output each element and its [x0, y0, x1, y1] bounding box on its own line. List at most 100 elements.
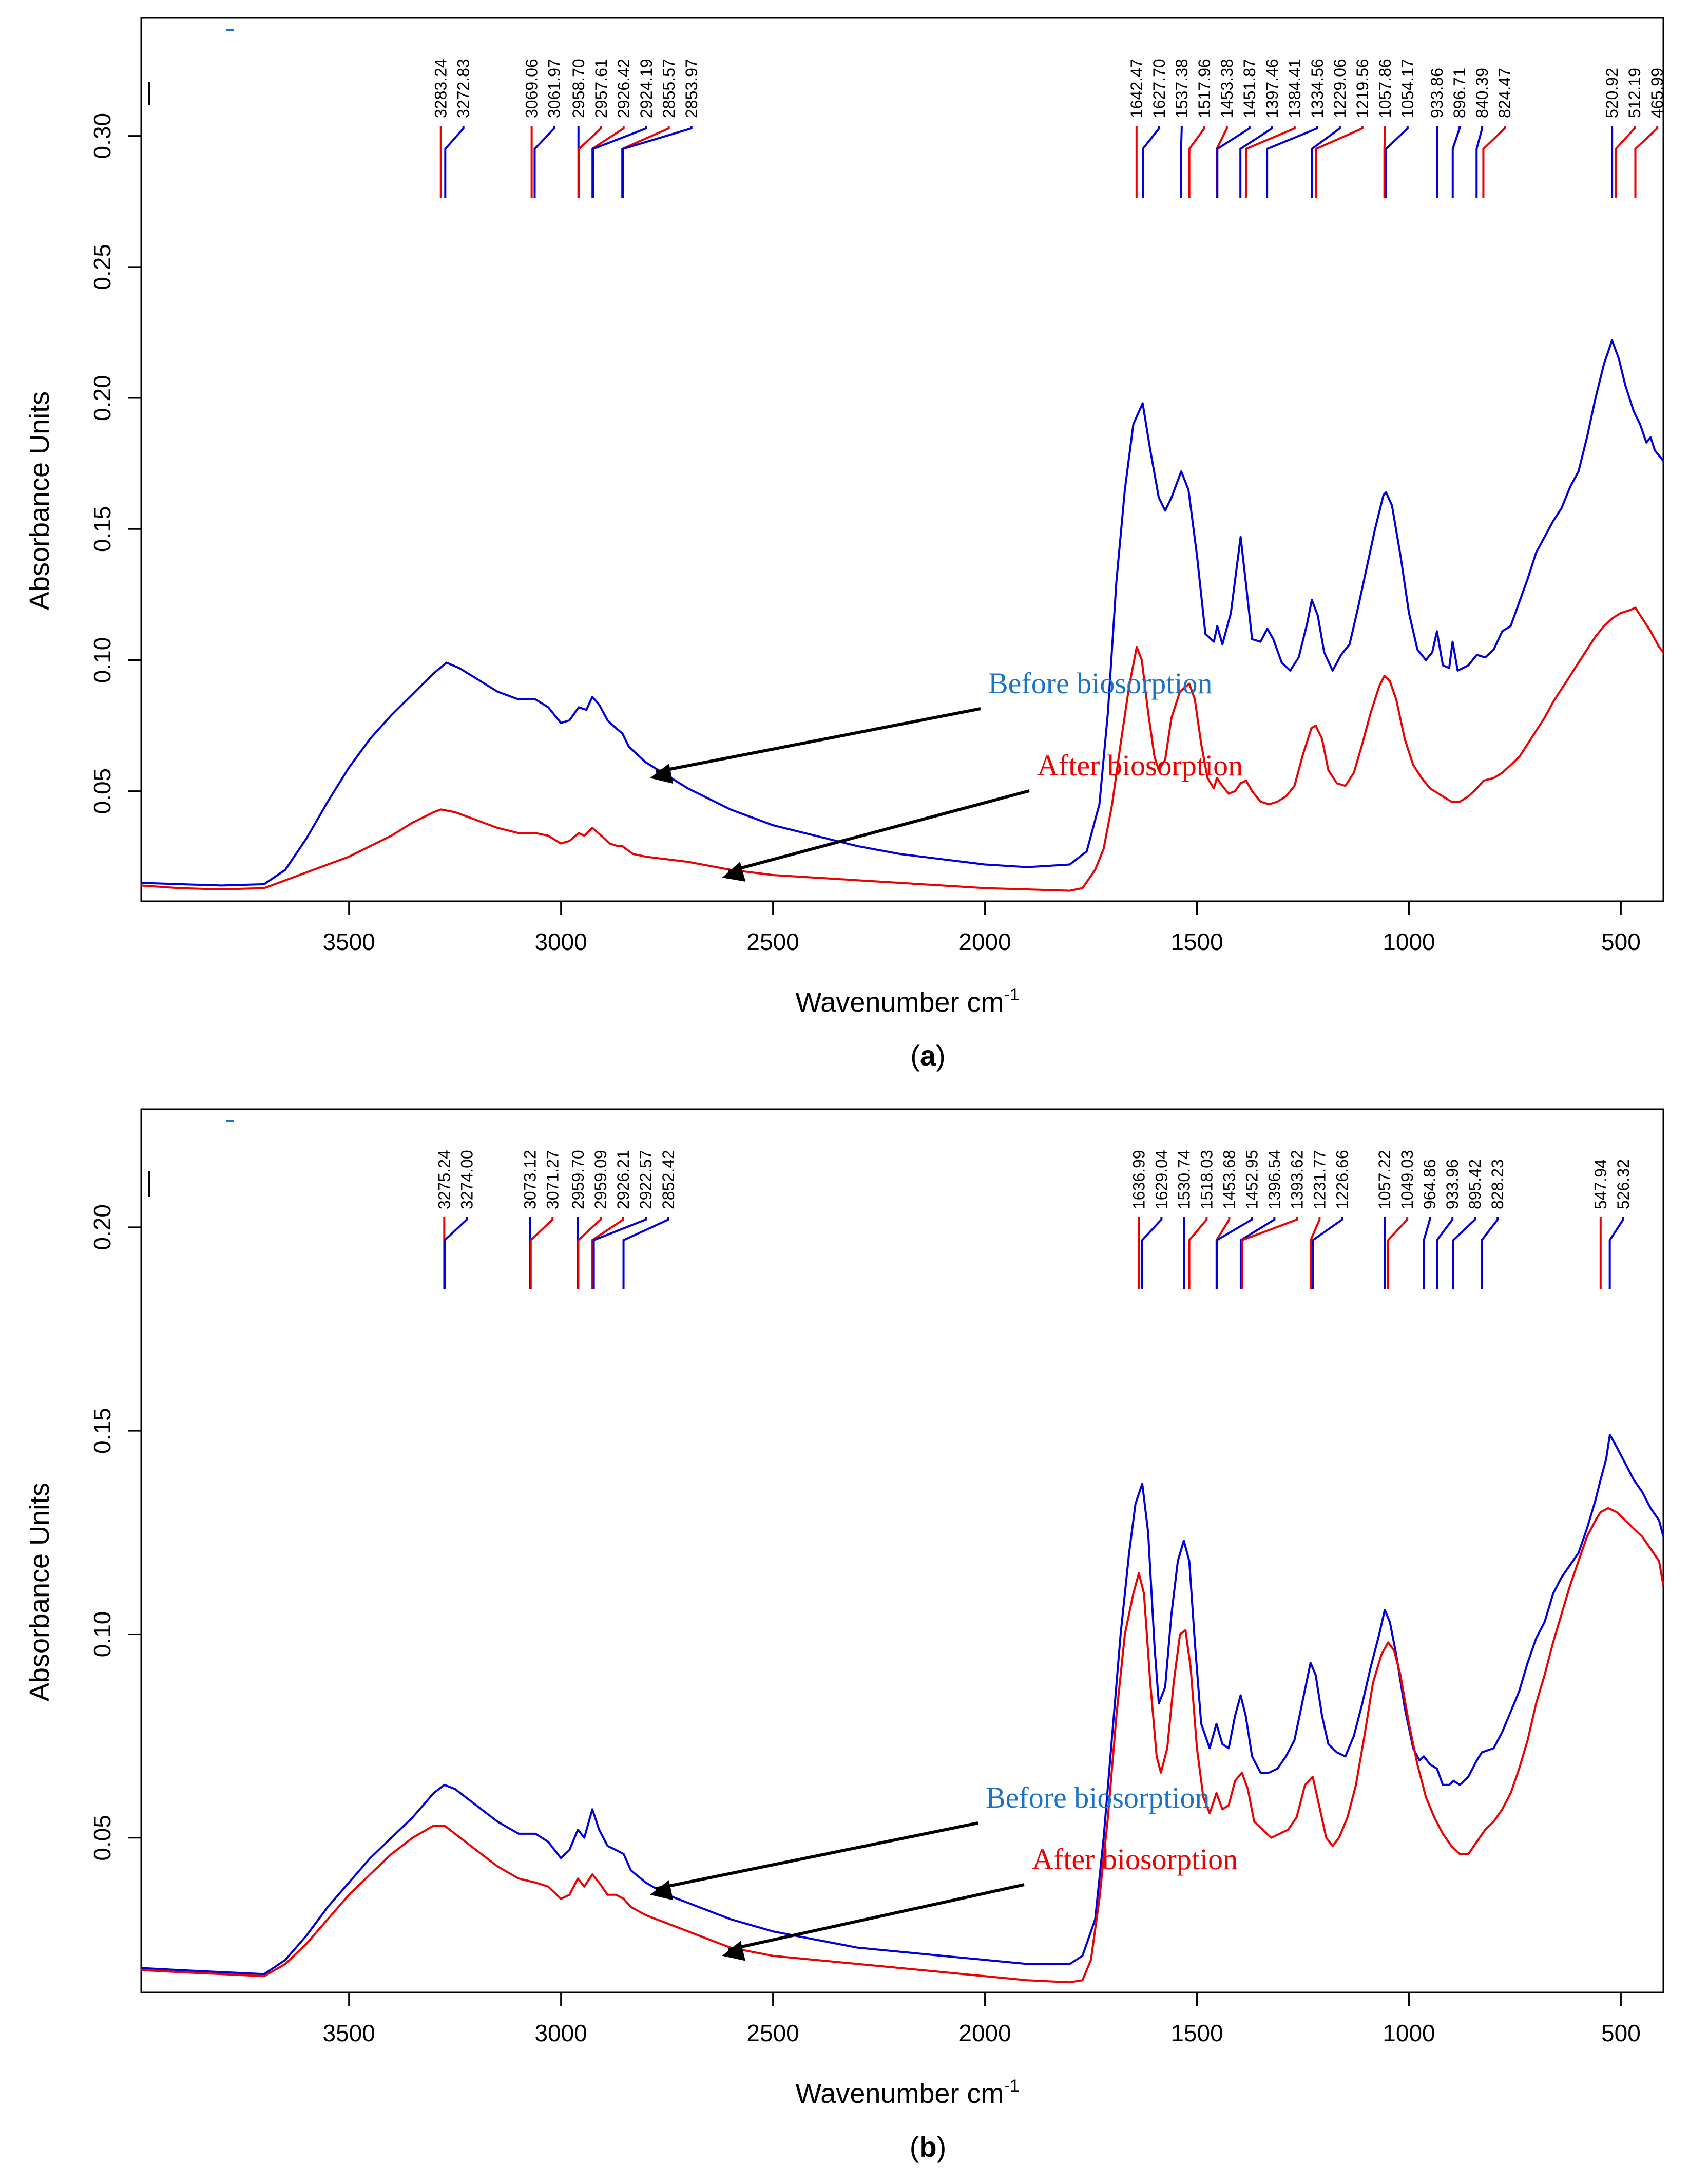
peak-marker — [592, 126, 647, 198]
peak-label: 3274.00 — [457, 1150, 476, 1209]
y-tick-label: 0.15 — [89, 1408, 116, 1454]
y-tick-label: 0.20 — [89, 1204, 116, 1250]
panel-caption: (b) — [910, 2131, 947, 2163]
peak-marker — [1385, 126, 1409, 198]
peak-label: 1453.38 — [1218, 59, 1236, 118]
peak-marker — [1216, 126, 1251, 198]
panel-caption-letter: b — [919, 2131, 936, 2163]
peak-label: 933.86 — [1428, 68, 1446, 118]
annotation-arrow-shaft — [656, 707, 981, 774]
peak-marker — [1634, 126, 1659, 198]
peak-marker — [592, 1217, 647, 1289]
peak-marker — [1312, 1217, 1343, 1289]
annotation-arrow-head — [650, 1880, 674, 1901]
peak-label: 2958.70 — [569, 59, 588, 118]
x-tick-label: 3000 — [534, 2020, 587, 2046]
y-tick-label: 0.05 — [89, 1815, 116, 1861]
peak-marker — [1482, 126, 1506, 198]
peak-label: 2855.57 — [660, 59, 678, 118]
peak-marker — [1188, 1217, 1208, 1289]
before-biosorption-curve — [141, 1434, 1664, 1976]
peak-label: 828.23 — [1488, 1159, 1507, 1209]
peak-marker — [622, 1217, 669, 1289]
peak-marker — [533, 126, 555, 198]
peak-marker — [1141, 1217, 1163, 1289]
peak-marker — [578, 126, 602, 198]
annotation-arrow-head — [722, 1941, 745, 1961]
x-axis-label: Wavenumber cm-1 — [795, 985, 1019, 1018]
peak-label: 933.96 — [1443, 1159, 1462, 1209]
after-biosorption-annotation: After biosorption — [1032, 1843, 1238, 1876]
peak-label: 1049.03 — [1398, 1150, 1416, 1209]
peak-marker — [1244, 126, 1296, 198]
peak-marker — [1215, 1217, 1231, 1289]
peak-label: 840.39 — [1473, 68, 1491, 118]
x-axis-label-main: Wavenumber cm — [795, 2078, 1004, 2109]
y-axis-label: Absorbance Units — [24, 391, 55, 610]
peak-label: 1054.17 — [1398, 59, 1417, 118]
after-biosorption-annotation: After biosorption — [1037, 749, 1243, 782]
peak-marker — [1315, 126, 1364, 198]
y-tick-label: 0.05 — [89, 768, 116, 814]
annotation-arrow-head — [650, 763, 674, 784]
peak-label: 1517.96 — [1195, 59, 1214, 118]
peak-marker — [622, 126, 693, 198]
peak-marker — [577, 1217, 602, 1289]
peak-label: 3275.24 — [435, 1150, 453, 1209]
peak-label: 1231.77 — [1310, 1150, 1329, 1209]
peak-marker — [1239, 126, 1273, 198]
x-tick-label: 2000 — [958, 928, 1011, 955]
before-biosorption-annotation: Before biosorption — [988, 667, 1213, 700]
plot-frame — [140, 17, 1664, 902]
panel-caption: (a) — [910, 1039, 945, 1072]
peak-label: 1393.62 — [1288, 1150, 1306, 1209]
x-axis-label-main: Wavenumber cm — [795, 987, 1004, 1018]
peak-label: 1537.38 — [1173, 59, 1191, 118]
peak-label: 1057.22 — [1375, 1150, 1394, 1209]
peak-label: 2852.42 — [659, 1150, 678, 1209]
annotation-arrow-shaft — [727, 1883, 1025, 1951]
y-tick-label: 0.10 — [89, 637, 116, 683]
peak-label: 1397.46 — [1263, 59, 1281, 118]
peak-label: 824.47 — [1495, 68, 1514, 118]
annotation-arrow-shaft — [656, 1821, 978, 1890]
peak-marker — [1241, 1217, 1298, 1289]
peak-label: 2926.42 — [615, 59, 633, 118]
peak-label: 2957.61 — [592, 59, 610, 118]
peak-marker — [1142, 126, 1160, 198]
x-tick-label: 500 — [1601, 928, 1641, 955]
panel-caption-open: ( — [910, 1039, 920, 1072]
before-biosorption-curve — [141, 339, 1664, 887]
x-tick-label: 2500 — [746, 2020, 799, 2046]
peak-label: 3071.27 — [543, 1150, 562, 1209]
peak-label: 1453.68 — [1220, 1150, 1238, 1209]
peak-label: 895.42 — [1466, 1159, 1484, 1209]
before-biosorption-annotation: Before biosorption — [986, 1781, 1210, 1814]
peak-label: 2922.57 — [637, 1150, 655, 1209]
peak-label: 1642.47 — [1127, 59, 1146, 118]
panel-a: 3500 3000 2500 2000 1500 1000 500 0.05 0.10 0.15 0… — [24, 17, 1666, 1072]
annotation-arrow-shaft — [727, 789, 1030, 873]
peak-label: 512.19 — [1625, 68, 1644, 118]
peak-label: 526.32 — [1614, 1159, 1633, 1209]
peak-marker — [444, 1217, 468, 1289]
panel-caption-close: ) — [936, 1039, 946, 1072]
peak-label: 1384.41 — [1285, 59, 1304, 118]
peak-label: 3283.24 — [432, 59, 450, 118]
peak-label: 1219.56 — [1353, 59, 1372, 118]
peak-marker — [591, 1217, 624, 1289]
panel-caption-open: ( — [910, 2131, 919, 2163]
peak-label: 1229.06 — [1331, 59, 1349, 118]
plot-frame — [140, 1108, 1664, 1993]
peak-label: 2959.70 — [569, 1150, 587, 1209]
y-tick-label: 0.15 — [89, 506, 116, 552]
peak-marker — [1239, 1217, 1276, 1289]
after-biosorption-curve — [141, 1507, 1664, 1984]
peak-marker — [1180, 126, 1183, 198]
peak-label: 1627.70 — [1150, 59, 1168, 118]
peak-marker — [1266, 126, 1318, 198]
x-tick-label: 3500 — [323, 2020, 375, 2046]
peak-marker — [1310, 1217, 1321, 1289]
x-tick-label: 2500 — [746, 928, 799, 955]
peak-marker — [591, 126, 625, 198]
